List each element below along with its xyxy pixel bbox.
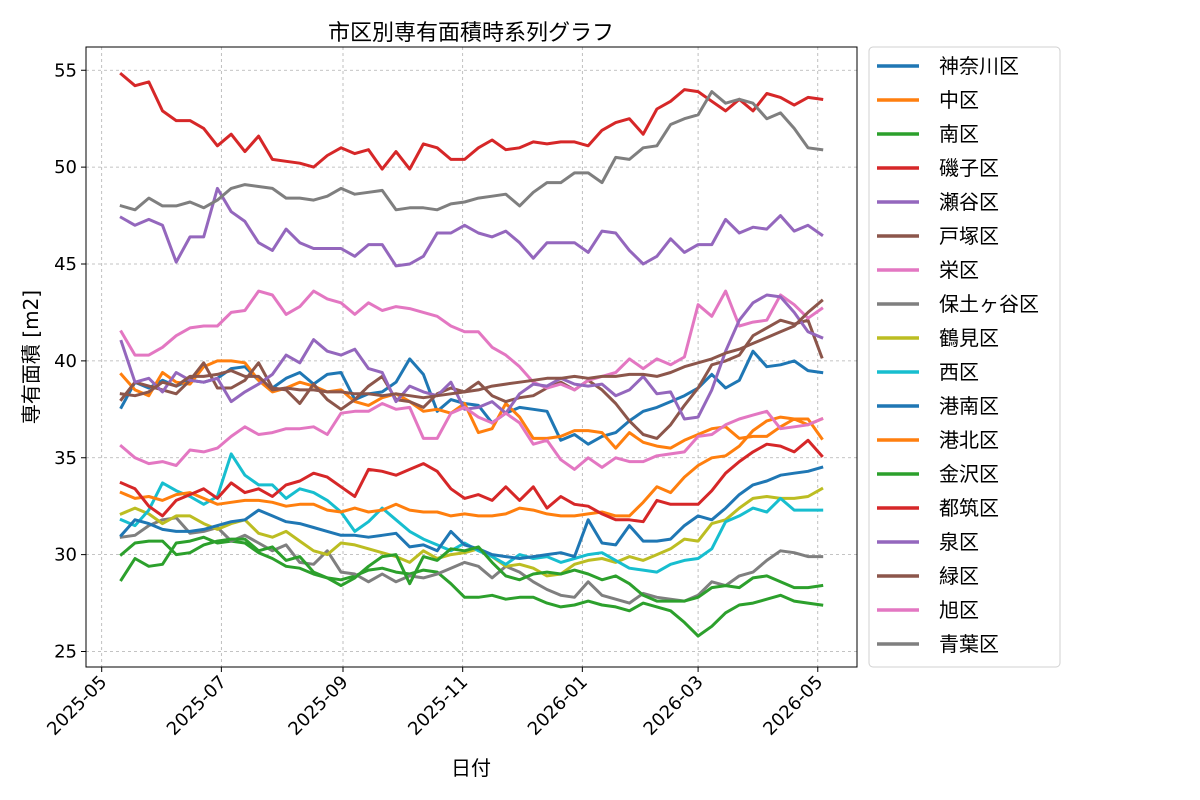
legend-label: 泉区 <box>939 530 979 554</box>
legend-label: 緑区 <box>939 564 979 588</box>
series-line-13 <box>119 438 824 524</box>
y-tick-label: 50 <box>54 157 77 178</box>
series-line-11 <box>119 415 824 518</box>
y-tick-label: 40 <box>54 351 77 372</box>
series-line-2 <box>119 535 824 638</box>
legend-label: 中区 <box>939 88 979 112</box>
legend-label: 青葉区 <box>939 632 999 656</box>
legend-label: 南区 <box>939 122 979 146</box>
legend-label: 保土ヶ谷区 <box>939 292 1039 316</box>
chart-title: 市区別専有面積時系列グラフ <box>328 21 614 46</box>
y-tick-label: 30 <box>54 545 77 566</box>
legend-label: 西区 <box>939 360 979 384</box>
legend-label: 港南区 <box>939 394 999 418</box>
y-tick-label: 25 <box>54 642 77 663</box>
series-line-1 <box>119 359 824 450</box>
y-axis-label: 専有面積 [m2] <box>19 290 43 424</box>
plot-frame <box>85 46 858 668</box>
legend-label: 金沢区 <box>939 462 999 486</box>
legend-label: 瀬谷区 <box>939 190 999 214</box>
y-tick-label: 45 <box>54 254 77 275</box>
y-tick-label: 55 <box>54 60 77 81</box>
legend[interactable]: 神奈川区中区南区磯子区瀬谷区戸塚区栄区保土ヶ谷区鶴見区西区港南区港北区金沢区都筑… <box>868 46 1061 668</box>
legend-label: 栄区 <box>939 258 979 282</box>
legend-label: 都筑区 <box>939 496 999 520</box>
legend-label: 港北区 <box>939 428 999 452</box>
legend-label: 神奈川区 <box>939 54 1019 78</box>
series-line-16 <box>119 402 824 471</box>
legend-label: 磯子区 <box>939 156 999 180</box>
legend-label: 旭区 <box>939 598 979 622</box>
legend-label: 戸塚区 <box>939 224 999 248</box>
series-lines <box>119 71 824 638</box>
series-line-6 <box>119 289 824 392</box>
series-line-0 <box>119 349 824 446</box>
series-line-10 <box>119 465 824 560</box>
series-line-15 <box>119 298 824 400</box>
y-tick-label: 35 <box>54 448 77 469</box>
series-line-12 <box>119 537 824 603</box>
series-line-4 <box>119 186 824 268</box>
x-axis-label: 日付 <box>451 756 491 780</box>
series-line-17 <box>119 90 824 212</box>
series-line-5 <box>119 318 824 440</box>
series-line-3 <box>119 71 824 171</box>
legend-label: 鶴見区 <box>939 326 999 350</box>
series-line-14 <box>119 293 824 421</box>
